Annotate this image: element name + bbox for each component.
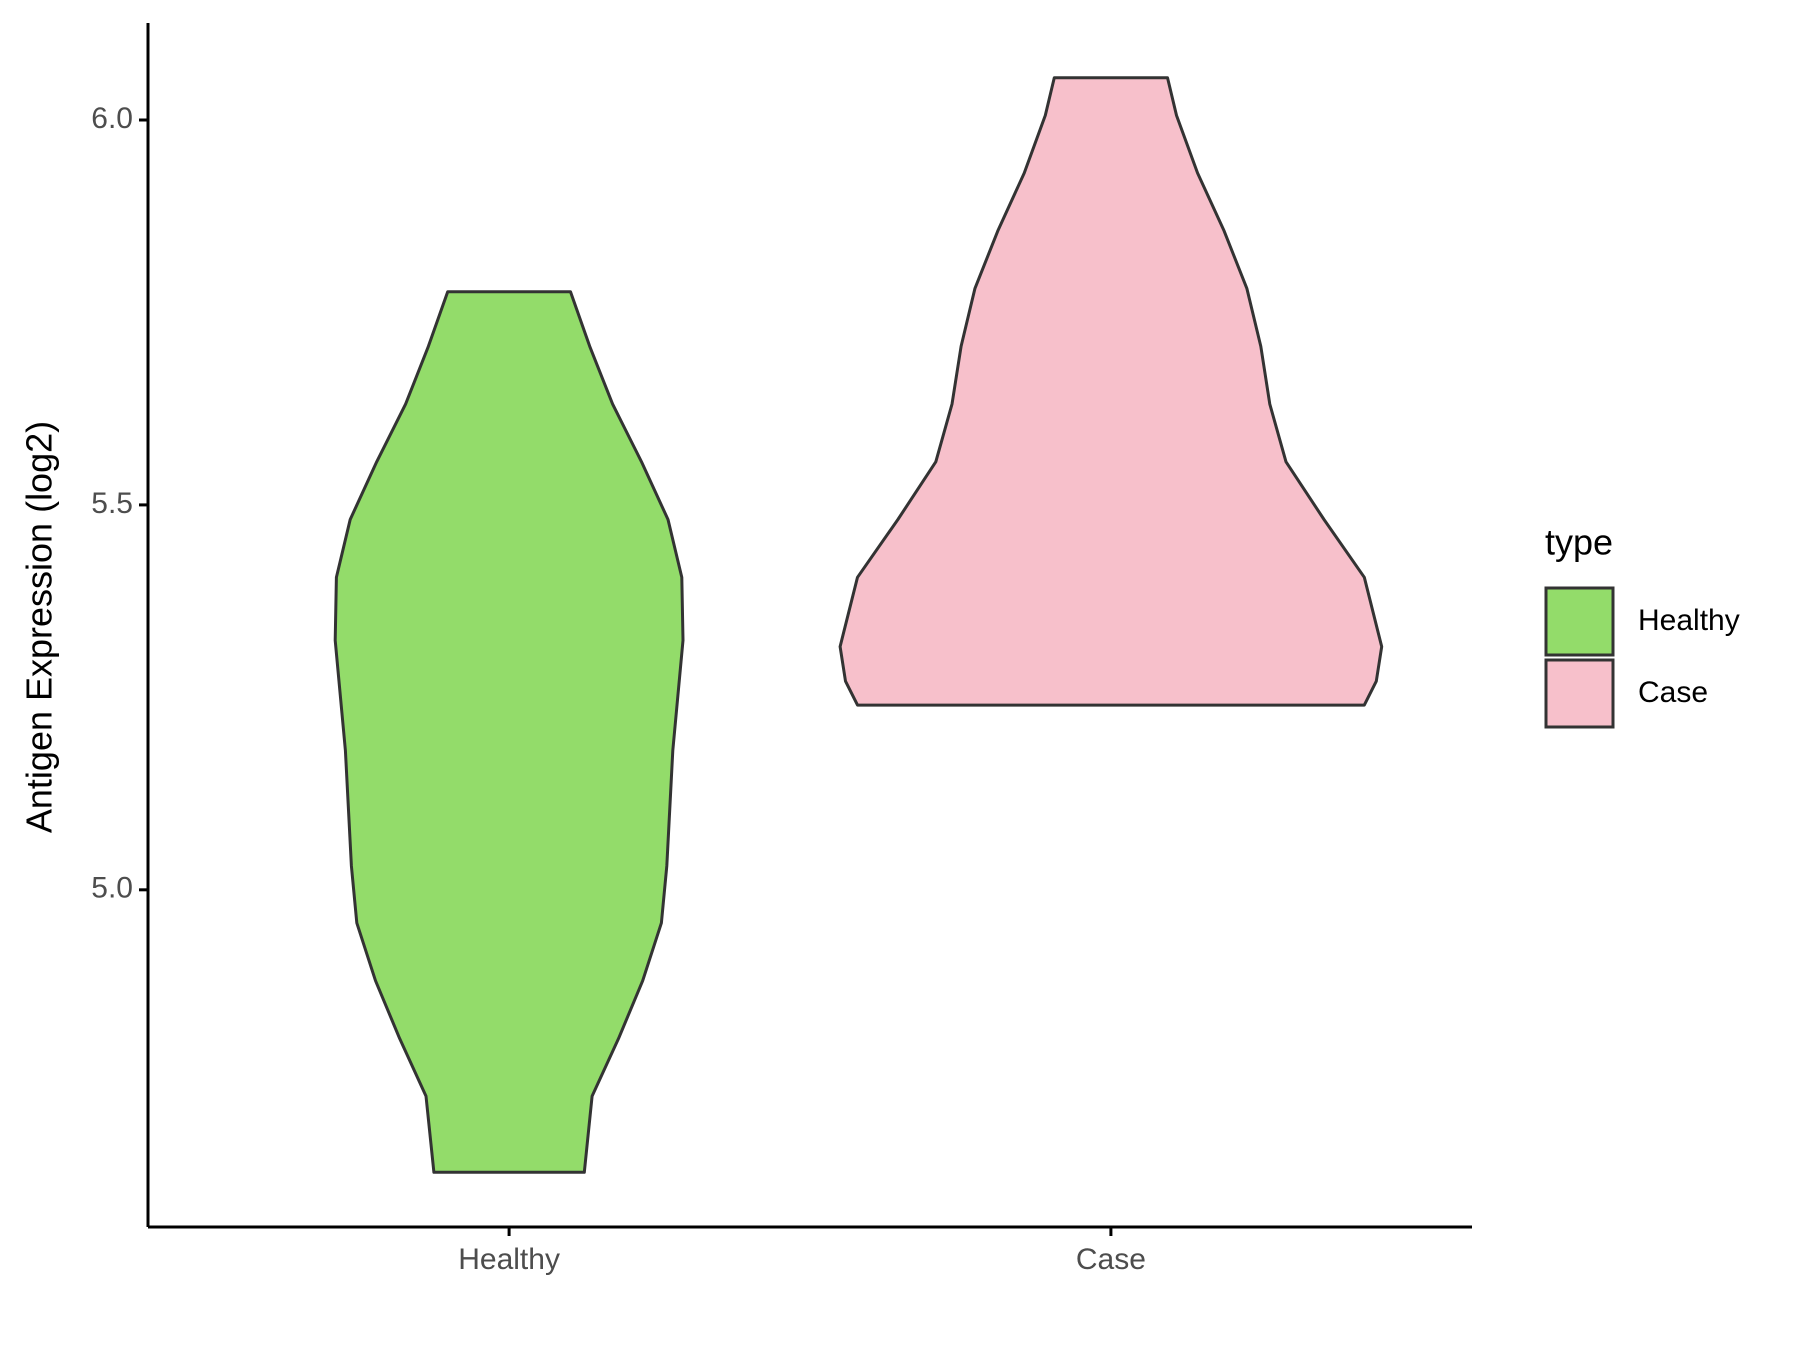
y-axis-title: Antigen Expression (log2) xyxy=(19,421,60,833)
y-tick-label: 6.0 xyxy=(91,102,133,135)
legend-key xyxy=(1544,586,1615,657)
x-tick-label: Healthy xyxy=(458,1243,560,1276)
violin xyxy=(838,76,1384,707)
legend-key xyxy=(1544,658,1615,729)
violin xyxy=(333,290,685,1174)
x-tick-label: Case xyxy=(1076,1243,1146,1276)
legend-label: Healthy xyxy=(1638,604,1740,637)
legend-label: Case xyxy=(1638,676,1708,709)
y-tick-label: 5.0 xyxy=(91,872,133,905)
legend-title: type xyxy=(1545,522,1613,563)
y-tick-label: 5.5 xyxy=(91,487,133,520)
